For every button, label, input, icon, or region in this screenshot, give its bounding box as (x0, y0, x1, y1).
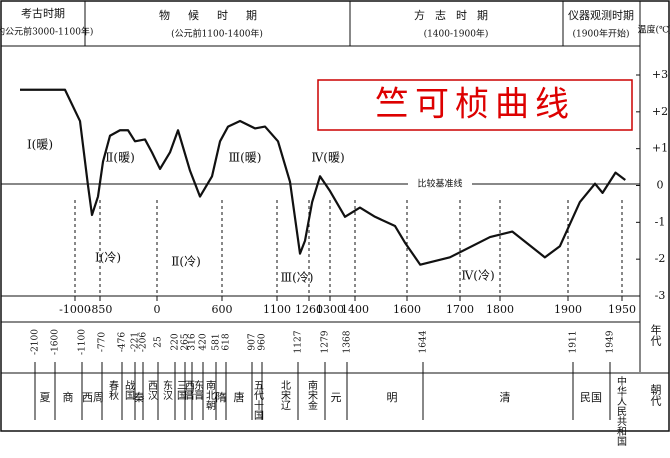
era-year: 316 (188, 333, 198, 350)
dynasty-name: 东汉 (161, 379, 173, 401)
era-label: 年代 (649, 323, 662, 347)
era-year: -770 (98, 332, 108, 352)
y-tick-label: -1 (655, 215, 666, 228)
dynasty-name: 夏 (40, 391, 51, 404)
annotation: Ⅳ(冷) (461, 269, 494, 283)
annotation: Ⅱ(暖) (105, 151, 135, 165)
era-year: 1644 (419, 330, 429, 353)
dynasty-name: 西周 (82, 391, 104, 404)
era-year: -206 (139, 332, 149, 352)
dynasty-name: 商 (63, 390, 74, 404)
x-tick-label: 1800 (486, 303, 514, 316)
title-box (317, 79, 633, 131)
x-tick-label: 1700 (446, 303, 474, 316)
x-tick-label: 1950 (608, 303, 636, 316)
era-year: 1368 (343, 330, 353, 353)
dynasty-name: 西汉 (146, 380, 158, 401)
dynasty-name: 三国 (175, 380, 187, 401)
y-tick-label: -3 (655, 289, 666, 302)
era-year: -2100 (31, 329, 41, 355)
x-tick-label: 0 (154, 303, 161, 316)
dynasty-name: 南宋金 (306, 379, 318, 410)
baseline-label-bg (408, 176, 472, 192)
era-year: 265 (181, 333, 191, 350)
x-tick-label: -850 (88, 303, 113, 316)
dynasty-name: 北宋辽 (279, 380, 291, 411)
x-tick-label: 1400 (341, 303, 369, 316)
era-year: 25 (154, 336, 164, 348)
y-tick-label: +1 (652, 142, 668, 155)
era-year: 420 (199, 333, 209, 350)
dynasty-name: 元 (331, 391, 342, 404)
dynasty-name: 西晋 (183, 380, 195, 401)
dynasty-name: 中华人民共和国 (615, 375, 627, 447)
era-year: 960 (258, 333, 268, 350)
dynasty-name: 隋 (216, 390, 227, 404)
era-year: 220 (171, 333, 181, 350)
dynasty-name: 春秋 (107, 380, 119, 401)
x-tick-label: 600 (212, 303, 233, 316)
era-year: 1949 (606, 330, 616, 353)
dynasty-name: 战国 (123, 380, 135, 401)
y-tick-label: -2 (655, 252, 666, 265)
period-name: 考古时期 (21, 7, 65, 20)
temperature-curve (20, 88, 626, 266)
era-year: 1127 (294, 330, 304, 353)
x-tick-label: -1000 (59, 303, 91, 316)
era-year: -1600 (51, 329, 61, 355)
y-tick-label: +3 (652, 68, 668, 81)
dynasty-name: 南北朝 (204, 379, 216, 411)
frame (0, 0, 670, 432)
dynasty-name: 东晋 (192, 379, 204, 401)
period-range: (公元前1100-1400年) (171, 28, 263, 40)
chart-title: 竺可桢曲线 (375, 85, 575, 125)
baseline-label: 比较基准线 (417, 178, 462, 190)
x-tick-label: 1600 (393, 303, 421, 316)
annotation: Ⅰ(暖) (27, 138, 53, 152)
period-range: (约公元前3000-1100年) (0, 26, 93, 38)
era-year: -1100 (78, 329, 88, 355)
x-tick-label: 1300 (316, 303, 344, 316)
dynasty-name: 五代十国 (252, 380, 264, 421)
y-tick-label: +2 (652, 105, 668, 118)
x-tick-label: 1100 (263, 303, 291, 316)
y-tick-label: 0 (657, 179, 664, 192)
era-year: 907 (248, 333, 258, 350)
annotation: Ⅲ(暖) (229, 151, 262, 165)
dynasty-label: 朝代 (649, 384, 662, 407)
x-tick-label: 1900 (554, 303, 582, 316)
annotation: Ⅱ(冷) (171, 255, 201, 269)
dynasty-name: 民国 (580, 391, 602, 404)
annotation: Ⅰ(冷) (95, 251, 121, 265)
era-year: -476 (118, 332, 128, 352)
era-year: 618 (222, 333, 232, 350)
dynasty-name: 明 (387, 391, 398, 404)
era-year: -221 (131, 332, 141, 352)
y-axis-label: 温度(℃) (637, 24, 670, 36)
era-year: 1911 (569, 331, 579, 354)
x-tick-label: 1260 (295, 303, 323, 316)
period-name: 仪器观测时期 (568, 9, 634, 22)
period-range: (1400-1900年) (424, 28, 489, 40)
annotation: Ⅳ(暖) (311, 151, 344, 165)
period-name: 物候时期 (159, 8, 275, 22)
dynasty-name: 秦 (134, 390, 145, 404)
annotation: Ⅲ(冷) (281, 271, 314, 285)
era-year: 581 (212, 333, 222, 350)
era-year: 1279 (321, 330, 331, 353)
dynasty-name: 唐 (234, 390, 245, 404)
period-name: 方志时期 (414, 8, 498, 22)
dynasty-name: 清 (500, 391, 511, 404)
period-range: (1900年开始) (573, 28, 630, 40)
